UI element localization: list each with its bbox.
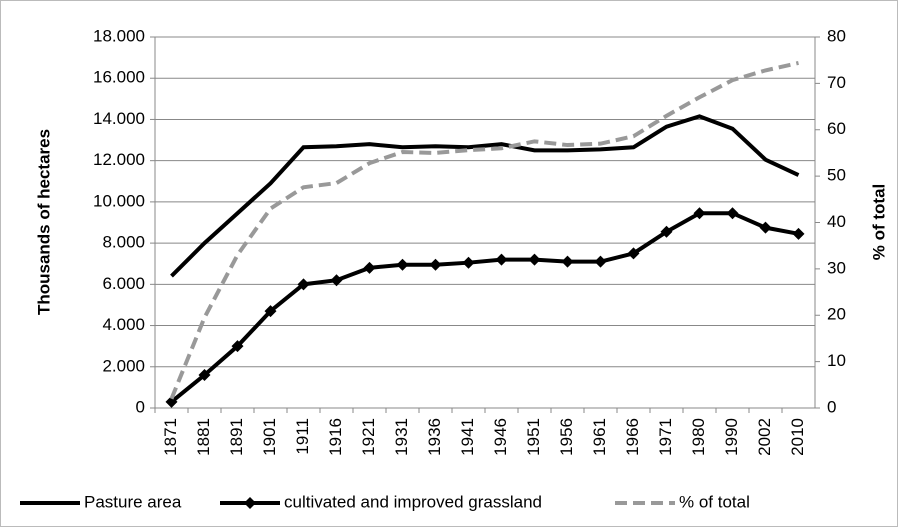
x-tick-label: 1990 bbox=[722, 418, 741, 456]
y2-tick-label: 70 bbox=[827, 73, 846, 92]
data-point bbox=[264, 305, 277, 318]
x-tick-label: 1971 bbox=[656, 418, 675, 456]
data-point bbox=[363, 261, 376, 274]
data-point bbox=[726, 207, 739, 220]
series-line bbox=[170, 211, 799, 404]
x-tick-label: 1951 bbox=[524, 418, 543, 456]
y2-tick-label: 50 bbox=[827, 166, 846, 185]
legend-label: % of total bbox=[679, 492, 750, 511]
x-tick-label: 1911 bbox=[293, 418, 312, 455]
legend-marker bbox=[244, 497, 256, 509]
y-tick-label: 10.000 bbox=[93, 191, 145, 210]
data-point bbox=[231, 340, 244, 353]
data-point bbox=[627, 247, 640, 260]
x-tick-label: 1921 bbox=[359, 418, 378, 456]
y2-tick-label: 60 bbox=[827, 119, 846, 138]
y-tick-label: 6.000 bbox=[102, 274, 145, 293]
y-tick-label: 18.000 bbox=[93, 26, 145, 45]
x-tick-label: 1916 bbox=[326, 418, 345, 456]
x-tick-label: 1901 bbox=[260, 418, 279, 456]
y2-tick-label: 10 bbox=[827, 351, 846, 370]
y2-tick-label: 30 bbox=[827, 258, 846, 277]
y-tick-label: 16.000 bbox=[93, 68, 145, 87]
data-point bbox=[330, 274, 343, 287]
y2-tick-label: 20 bbox=[827, 305, 846, 324]
y-tick-label: 2.000 bbox=[102, 356, 145, 375]
y2-tick-label: 40 bbox=[827, 212, 846, 231]
x-tick-label: 1931 bbox=[392, 418, 411, 456]
data-point bbox=[297, 278, 310, 291]
x-tick-label: 1946 bbox=[491, 418, 510, 456]
x-tick-label: 1956 bbox=[557, 418, 576, 456]
x-tick-label: 1891 bbox=[227, 418, 246, 456]
series-line bbox=[169, 61, 799, 400]
y-tick-label: 8.000 bbox=[102, 233, 145, 252]
data-point bbox=[396, 258, 409, 271]
y-tick-label: 0 bbox=[136, 397, 145, 416]
data-point bbox=[165, 395, 178, 408]
x-tick-label: 2010 bbox=[788, 418, 807, 456]
data-point bbox=[759, 221, 772, 234]
data-point bbox=[594, 255, 607, 268]
x-tick-label: 1961 bbox=[590, 418, 609, 456]
x-tick-label: 2002 bbox=[755, 418, 774, 456]
x-tick-label: 1871 bbox=[161, 418, 180, 456]
data-point bbox=[693, 207, 706, 220]
data-point bbox=[198, 369, 211, 382]
data-point bbox=[495, 253, 508, 266]
data-point bbox=[561, 255, 574, 268]
y-axis-label: Thousands of hectares bbox=[34, 129, 53, 315]
legend-label: Pasture area bbox=[84, 492, 182, 511]
series-line bbox=[170, 114, 800, 278]
y2-tick-label: 80 bbox=[827, 26, 846, 45]
data-point bbox=[660, 225, 673, 238]
y-tick-label: 14.000 bbox=[93, 109, 145, 128]
x-tick-label: 1941 bbox=[458, 418, 477, 456]
x-tick-label: 1881 bbox=[194, 418, 213, 456]
data-point bbox=[792, 227, 805, 240]
x-tick-label: 1980 bbox=[689, 418, 708, 456]
data-point bbox=[429, 258, 442, 271]
data-point bbox=[528, 253, 541, 266]
y-tick-label: 12.000 bbox=[93, 150, 145, 169]
x-tick-label: 1936 bbox=[425, 418, 444, 456]
x-tick-label: 1966 bbox=[623, 418, 642, 456]
legend-label: cultivated and improved grassland bbox=[284, 492, 542, 511]
y2-tick-label: 0 bbox=[827, 397, 836, 416]
data-point bbox=[462, 256, 475, 269]
y2-axis-label: % of total bbox=[869, 184, 888, 261]
y-tick-label: 4.000 bbox=[102, 315, 145, 334]
